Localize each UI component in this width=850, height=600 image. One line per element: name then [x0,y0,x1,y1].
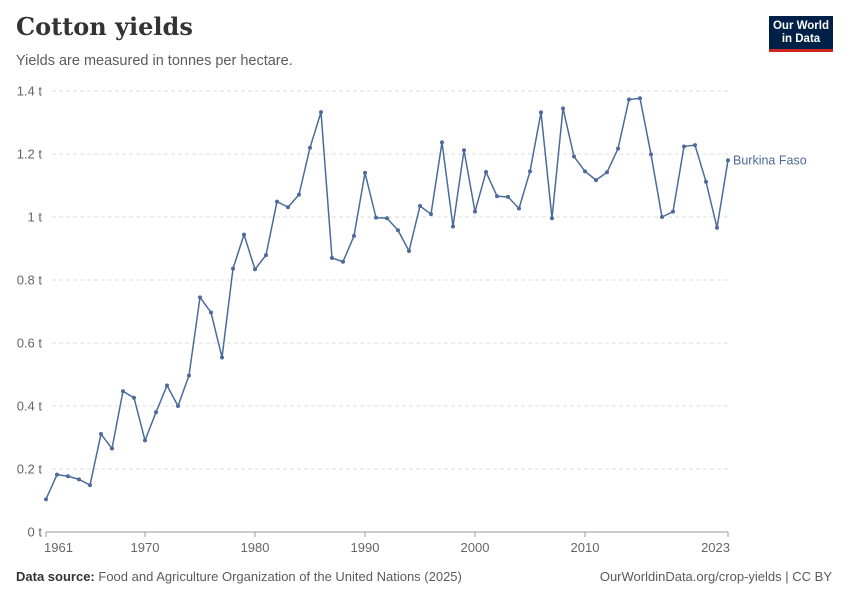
y-tick-label: 0.4 t [17,399,43,414]
data-point [154,410,158,415]
data-point [583,169,587,174]
data-point [473,209,477,214]
data-point [308,145,312,150]
x-tick-label: 1980 [241,540,270,555]
data-point [253,267,257,272]
data-point [506,194,510,199]
data-point [297,192,301,197]
logo-line-1: Our World [772,20,829,32]
data-point [187,373,191,378]
data-point [539,110,543,115]
data-point [341,259,345,264]
data-point [165,383,169,388]
data-point [561,106,565,111]
line-chart: 0 t 0.2 t 0.4 t 0.6 t 0.8 t 1 t 1.2 t 1.4 t 1961… [17,84,807,556]
data-point [374,215,378,220]
data-point [418,203,422,208]
y-tick-label: 1.2 t [17,147,43,162]
x-tick-label: 1970 [131,540,160,555]
data-point [176,404,180,408]
data-source-text: Food and Agriculture Organization of the… [98,569,462,584]
data-point [704,179,708,184]
data-point [495,194,499,199]
data-point [231,266,235,271]
series-label: Burkina Faso [733,153,807,167]
data-point [330,255,334,260]
data-point [572,154,576,159]
series-line-burkina-faso [45,97,729,500]
y-tick-label: 1 t [28,210,43,225]
data-point [484,169,488,174]
data-point [396,228,400,233]
y-tick-label: 0.8 t [17,273,43,288]
y-tick-label: 1.4 t [17,84,43,99]
data-point [121,389,125,394]
data-point [451,224,455,229]
data-point [198,295,202,300]
data-point [352,233,356,238]
y-tick-label: 0.2 t [17,462,43,477]
data-point [88,483,92,488]
x-tick-label: 1990 [351,540,380,555]
chart-title: Cotton yields [16,12,193,41]
chart-subtitle: Yields are measured in tonnes per hectar… [16,53,293,69]
data-point [132,395,136,400]
owid-logo[interactable]: Our World in Data [769,16,833,52]
x-tick-label: 1961 [44,540,73,555]
data-point [242,232,246,237]
x-tick-label: 2000 [461,540,490,555]
data-point [319,110,323,115]
data-point [627,97,631,102]
data-point [693,143,697,148]
data-point [209,310,213,315]
data-point [286,205,290,210]
data-point [55,472,59,477]
data-point [66,474,70,479]
data-point [671,209,675,214]
data-point [143,438,147,443]
data-point [605,170,609,175]
data-point [264,253,268,258]
data-point [110,446,114,451]
data-point [99,432,103,437]
x-tick-label: 2023 [701,540,730,555]
data-source: Data source: Food and Agriculture Organi… [16,569,462,584]
data-point [528,169,532,174]
data-point [682,144,686,149]
data-point [638,96,642,101]
data-point [660,215,664,219]
data-point [44,497,48,502]
data-point [715,225,719,230]
data-point [649,152,653,157]
data-source-label: Data source: [16,569,95,584]
data-point [594,178,598,183]
data-point [429,212,433,217]
data-point [77,477,81,482]
data-point [616,146,620,151]
data-point [462,148,466,153]
source-link[interactable]: OurWorldinData.org/crop-yields | CC BY [599,569,832,584]
y-tick-label: 0.6 t [17,336,43,351]
data-point [363,170,367,175]
x-tick-label: 2010 [571,540,600,555]
logo-line-2: in Data [781,33,821,45]
data-point [726,158,730,163]
data-point [550,216,554,221]
data-point [407,249,411,254]
data-point [385,216,389,221]
data-point [220,355,224,360]
data-point [517,206,521,211]
data-point [440,140,444,145]
y-tick-label: 0 t [28,525,43,540]
data-point [275,199,279,204]
